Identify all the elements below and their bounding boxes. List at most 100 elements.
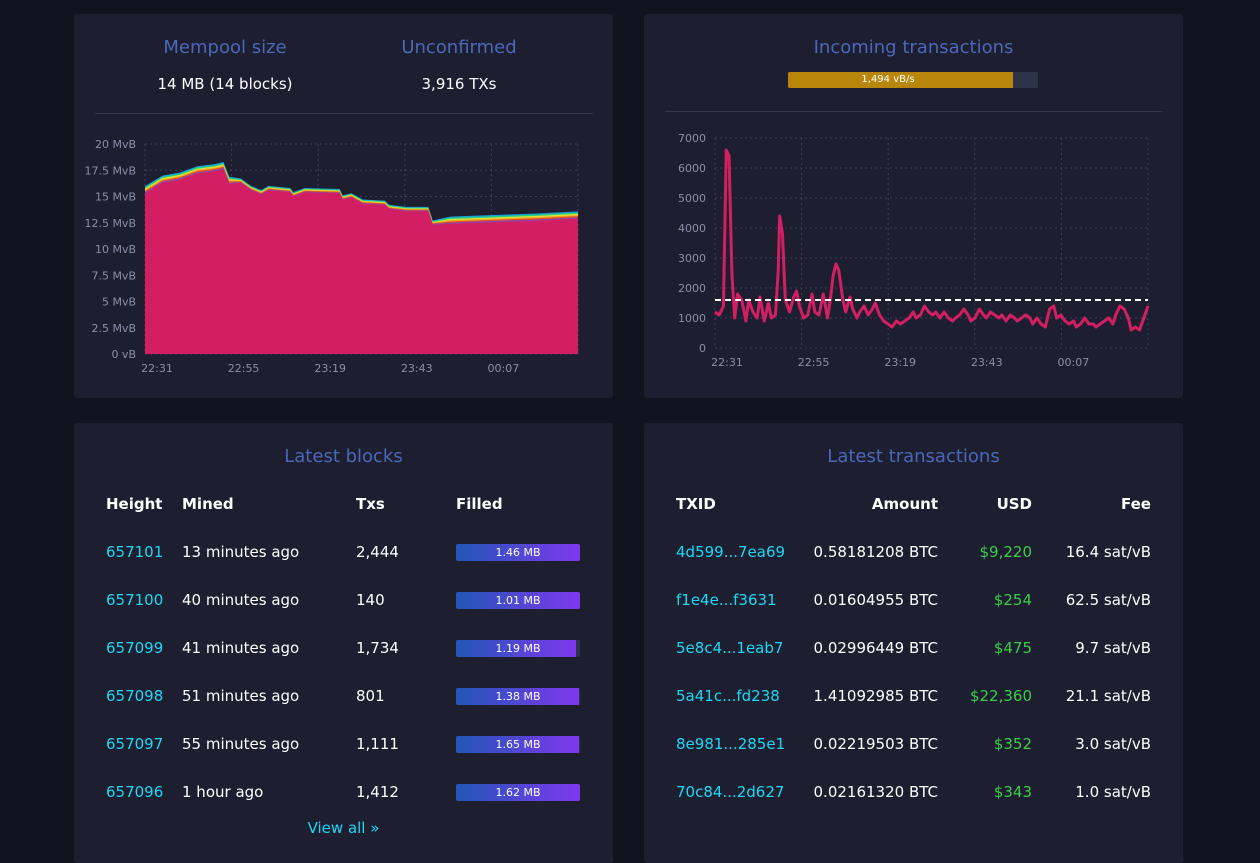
y-tick-label: 15 MvB — [95, 191, 136, 204]
tx-usd: $352 — [993, 735, 1032, 753]
view-all-link[interactable]: View all » — [307, 819, 380, 837]
txid-link[interactable]: 5a41c...fd238 — [676, 687, 780, 705]
y-tick-label: 2000 — [678, 282, 706, 295]
header-mined: Mined — [182, 495, 234, 513]
tx-fee: 62.5 sat/vB — [1065, 591, 1151, 609]
block-txs: 1,111 — [356, 735, 399, 753]
block-fill-level — [456, 735, 579, 753]
header-fee: Fee — [1121, 495, 1151, 513]
incoming-progress-fill — [788, 72, 1013, 88]
block-height-link[interactable]: 657100 — [106, 591, 164, 609]
x-tick-label: 00:07 — [1058, 356, 1090, 369]
txid-link[interactable]: 8e981...285e1 — [676, 735, 786, 753]
x-tick-label: 23:19 — [314, 362, 346, 375]
block-fill-bar: 1.01 MB — [456, 591, 580, 609]
incoming-progress-bar: 1,494 vB/s — [788, 72, 1038, 88]
transaction-row[interactable]: 70c84...2d627 0.02161320 BTC $343 1.0 sat/v… — [676, 768, 1151, 816]
mempool-area — [145, 169, 578, 354]
header-txs: Txs — [356, 495, 385, 513]
block-row[interactable]: 657096 1 hour ago 1,412 1.62 MB — [106, 768, 582, 816]
tx-amount: 0.01604955 BTC — [813, 591, 938, 609]
y-tick-label: 2.5 MvB — [91, 322, 136, 335]
txid-link[interactable]: f1e4e...f3631 — [676, 591, 777, 609]
tx-usd: $22,360 — [969, 687, 1032, 705]
tx-amount: 0.58181208 BTC — [813, 543, 938, 561]
tx-amount: 0.02996449 BTC — [813, 639, 938, 657]
header-usd: USD — [996, 495, 1032, 513]
block-fill-level — [456, 687, 579, 705]
transaction-row[interactable]: 5a41c...fd238 1.41092985 BTC $22,360 21.1 s… — [676, 672, 1151, 720]
block-row[interactable]: 657099 41 minutes ago 1,734 1.19 MB — [106, 624, 582, 672]
transaction-row[interactable]: 4d599...7ea69 0.58181208 BTC $9,220 16.4 sa… — [676, 528, 1151, 576]
blocks-table: Height Mined Txs Filled 657101 13 minutes… — [106, 480, 582, 816]
divider — [665, 111, 1163, 112]
transactions-table: TXID Amount USD Fee 4d599...7ea69 0.58181… — [676, 480, 1151, 816]
block-row[interactable]: 657100 40 minutes ago 140 1.01 MB — [106, 576, 582, 624]
block-height-link[interactable]: 657096 — [106, 783, 164, 801]
block-txs: 1,734 — [356, 639, 399, 657]
blocks-header-row: Height Mined Txs Filled — [106, 480, 582, 528]
divider — [95, 113, 593, 114]
x-tick-label: 22:31 — [141, 362, 173, 375]
block-txs: 2,444 — [356, 543, 399, 561]
block-height-link[interactable]: 657101 — [106, 543, 164, 561]
x-tick-label: 23:19 — [884, 356, 916, 369]
latest-blocks-title: Latest blocks — [284, 446, 403, 467]
block-fill-label: 1.65 MB — [495, 737, 541, 751]
block-row[interactable]: 657101 13 minutes ago 2,444 1.46 MB — [106, 528, 582, 576]
tx-usd: $9,220 — [979, 543, 1033, 561]
header-amount: Amount — [871, 495, 938, 513]
block-fill-level — [456, 591, 580, 609]
block-filled: 1.01 MB — [456, 576, 582, 624]
transaction-row[interactable]: 5e8c4...1eab7 0.02996449 BTC $475 9.7 sat/v… — [676, 624, 1151, 672]
transactions-header-row: TXID Amount USD Fee — [676, 480, 1151, 528]
txid-link[interactable]: 4d599...7ea69 — [676, 543, 786, 561]
block-fill-bar: 1.38 MB — [456, 687, 580, 705]
block-filled: 1.46 MB — [456, 528, 582, 576]
unconfirmed-title: Unconfirmed — [401, 37, 517, 58]
tx-usd: $343 — [993, 783, 1032, 801]
txid-link[interactable]: 70c84...2d627 — [676, 783, 785, 801]
block-fill-level — [456, 639, 577, 657]
mempool-card: Mempool size 14 MB (14 blocks) Unconfirm… — [74, 14, 613, 398]
tx-fee: 1.0 sat/vB — [1075, 783, 1151, 801]
block-fill-bar: 1.46 MB — [456, 543, 580, 561]
block-filled: 1.38 MB — [456, 672, 582, 720]
incoming-card: Incoming transactions 1,494 vB/s 0 1000 20… — [644, 14, 1183, 398]
tx-fee: 21.1 sat/vB — [1065, 687, 1151, 705]
latest-transactions-card: Latest transactions TXID Amount USD Fee … — [644, 423, 1183, 863]
tx-amount: 0.02219503 BTC — [813, 735, 938, 753]
y-tick-label: 6000 — [678, 162, 706, 175]
tx-amount: 1.41092985 BTC — [813, 687, 938, 705]
transaction-row[interactable]: 8e981...285e1 0.02219503 BTC $352 3.0 sat/v… — [676, 720, 1151, 768]
block-filled: 1.65 MB — [456, 720, 582, 768]
incoming-chart[interactable]: 0 1000 2000 3000 4000 5000 6000 7000 22:31 22:55 2… — [644, 124, 1183, 394]
mempool-chart[interactable]: 0 vB 2.5 MvB 5 MvB 7.5 MvB 10 MvB 12.5 MvB 15 … — [74, 124, 613, 394]
x-tick-label: 23:43 — [401, 362, 433, 375]
latest-blocks-card: Latest blocks Height Mined Txs Filled 65… — [74, 423, 613, 863]
block-mined: 1 hour ago — [182, 783, 264, 801]
y-tick-label: 12.5 MvB — [84, 217, 136, 230]
tx-amount: 0.02161320 BTC — [813, 783, 938, 801]
block-height-link[interactable]: 657099 — [106, 639, 164, 657]
block-fill-level — [456, 783, 580, 801]
block-row[interactable]: 657098 51 minutes ago 801 1.38 MB — [106, 672, 582, 720]
tx-usd: $254 — [993, 591, 1032, 609]
block-fill-label: 1.38 MB — [495, 689, 541, 703]
mempool-size-title: Mempool size — [163, 37, 287, 58]
block-height-link[interactable]: 657098 — [106, 687, 164, 705]
incoming-title: Incoming transactions — [813, 37, 1014, 58]
block-fill-label: 1.19 MB — [495, 641, 541, 655]
x-tick-label: 22:55 — [228, 362, 260, 375]
incoming-progress-label: 1,494 vB/s — [861, 74, 915, 85]
header-filled: Filled — [456, 495, 503, 513]
block-fill-bar: 1.19 MB — [456, 639, 580, 657]
block-height-link[interactable]: 657097 — [106, 735, 164, 753]
txid-link[interactable]: 5e8c4...1eab7 — [676, 639, 784, 657]
y-tick-label: 17.5 MvB — [84, 164, 136, 177]
block-mined: 55 minutes ago — [182, 735, 300, 753]
y-tick-label: 4000 — [678, 222, 706, 235]
transaction-row[interactable]: f1e4e...f3631 0.01604955 BTC $254 62.5 sat/… — [676, 576, 1151, 624]
block-row[interactable]: 657097 55 minutes ago 1,111 1.65 MB — [106, 720, 582, 768]
y-tick-label: 1000 — [678, 312, 706, 325]
